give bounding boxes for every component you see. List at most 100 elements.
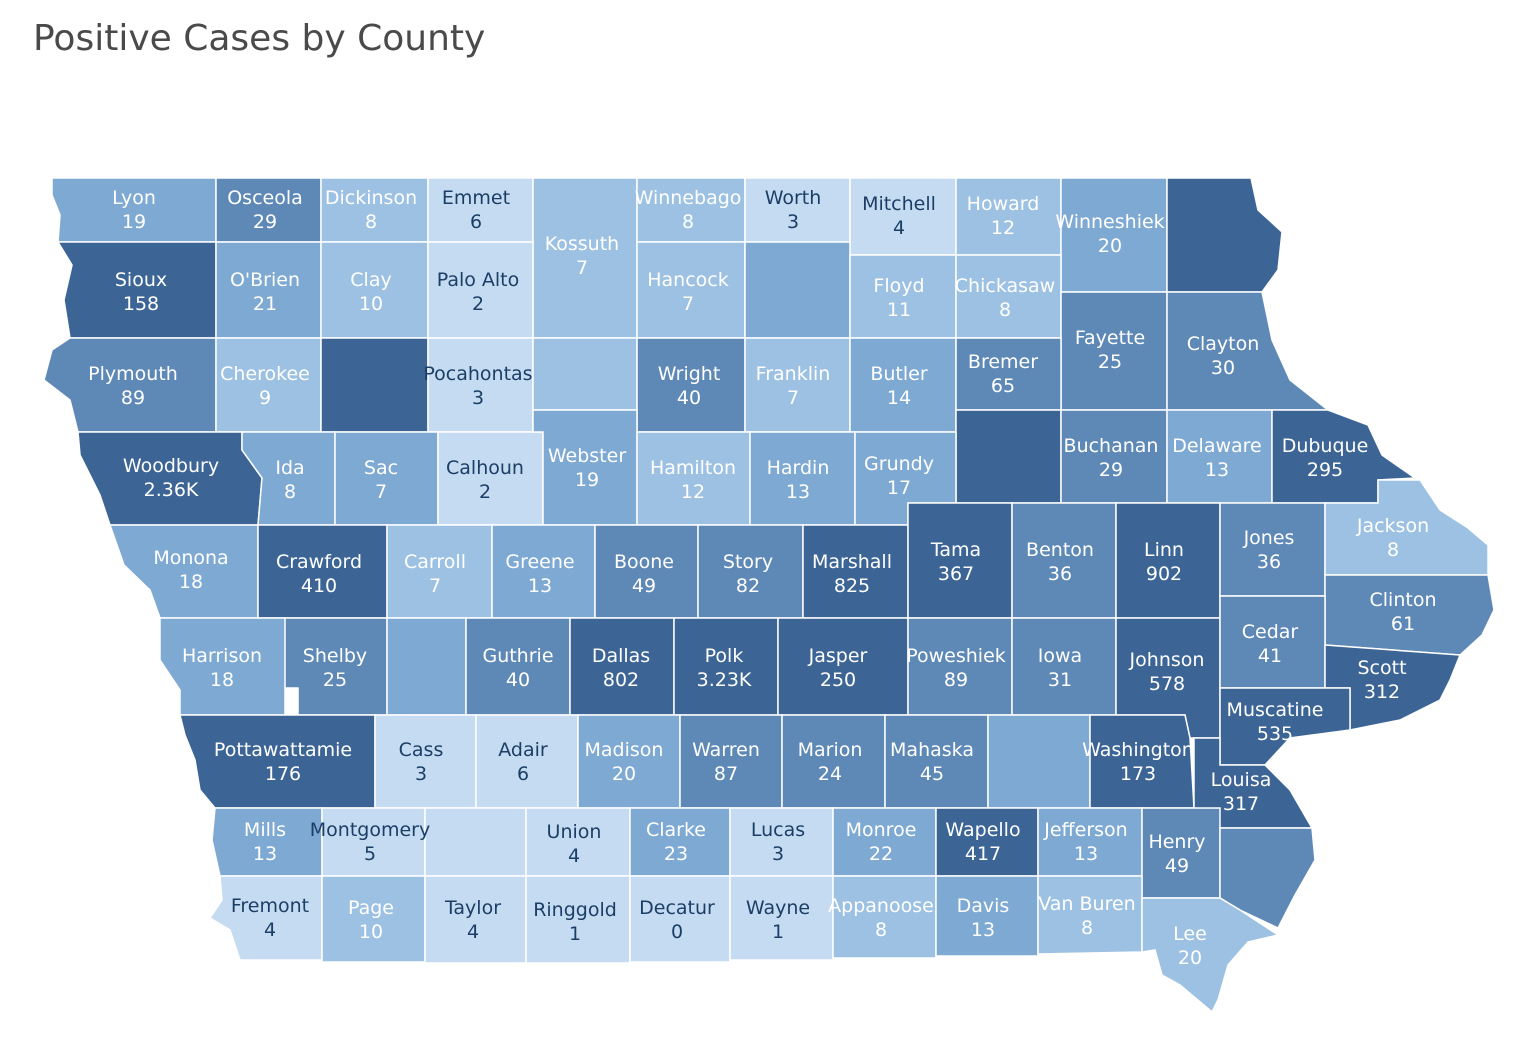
county-decatur[interactable] xyxy=(629,875,731,963)
county-name-fremont: Fremont xyxy=(231,895,309,917)
county-appanoose[interactable] xyxy=(832,875,937,959)
county-black-hawk[interactable] xyxy=(955,409,1062,504)
county-cass[interactable] xyxy=(374,714,477,809)
county-name-madison: Madison xyxy=(585,739,664,761)
county-marion[interactable] xyxy=(781,714,886,809)
county-cases-decatur: 0 xyxy=(671,921,683,943)
county-cases-floyd: 11 xyxy=(887,299,911,321)
county-fremont[interactable] xyxy=(208,875,323,961)
county-cases-o-brien: 21 xyxy=(253,293,277,315)
county-lee[interactable] xyxy=(1141,897,1280,1014)
county-cases-hardin: 13 xyxy=(786,481,810,503)
county-name-shelby: Shelby xyxy=(303,645,367,667)
county-cases-monroe: 22 xyxy=(869,843,893,865)
county-page[interactable] xyxy=(321,875,426,963)
county-name-polk: Polk xyxy=(705,645,744,667)
county-name-jasper: Jasper xyxy=(808,645,868,667)
county-cases-story: 82 xyxy=(736,575,760,597)
county-name-bremer: Bremer xyxy=(968,351,1038,373)
county-cases-grundy: 17 xyxy=(887,477,911,499)
county-cases-shelby: 25 xyxy=(323,669,347,691)
county-cases-monona: 18 xyxy=(179,571,203,593)
county-cases-sac: 7 xyxy=(375,481,387,503)
county-webster[interactable] xyxy=(532,409,638,526)
county-cases-madison: 20 xyxy=(612,763,636,785)
county-name-fayette: Fayette xyxy=(1075,327,1145,349)
county-name-crawford: Crawford xyxy=(276,551,362,573)
county-cases-franklin: 7 xyxy=(787,387,799,409)
county-name-ringgold: Ringgold xyxy=(533,899,617,921)
county-cases-johnson: 578 xyxy=(1149,673,1185,695)
county-mahaska[interactable] xyxy=(884,714,989,809)
county-cases-crawford: 410 xyxy=(301,575,337,597)
county-name-taylor: Taylor xyxy=(444,897,501,919)
county-cherokee[interactable] xyxy=(215,337,322,433)
county-pocahontas[interactable] xyxy=(427,337,534,433)
county-name-muscatine: Muscatine xyxy=(1227,699,1324,721)
county-name-adair: Adair xyxy=(498,739,548,761)
county-name-mitchell: Mitchell xyxy=(862,193,936,215)
county-cases-jasper: 250 xyxy=(820,669,856,691)
county-cases-marion: 24 xyxy=(818,763,842,785)
county-name-story: Story xyxy=(723,551,773,573)
county-cases-fayette: 25 xyxy=(1098,351,1122,373)
county-pottawattamie[interactable] xyxy=(179,714,376,809)
county-cases-henry: 49 xyxy=(1165,855,1189,877)
county-bremer[interactable] xyxy=(955,337,1062,411)
county-audubon[interactable] xyxy=(386,617,467,716)
county-name-dallas: Dallas xyxy=(592,645,650,667)
county-cases-clarke: 23 xyxy=(664,843,688,865)
county-adams[interactable] xyxy=(424,807,527,877)
county-wayne[interactable] xyxy=(729,875,834,961)
county-washington[interactable] xyxy=(1089,714,1195,809)
county-name-wapello: Wapello xyxy=(945,819,1020,841)
county-name-wayne: Wayne xyxy=(746,897,810,919)
county-name-monroe: Monroe xyxy=(846,819,917,841)
county-name-union: Union xyxy=(547,821,602,843)
county-adair[interactable] xyxy=(475,714,579,809)
county-name-johnson: Johnson xyxy=(1129,649,1205,671)
county-cases-hamilton: 12 xyxy=(681,481,705,503)
county-cases-sioux: 158 xyxy=(123,293,159,315)
county-cases-warren: 87 xyxy=(714,763,738,785)
county-name-louisa: Louisa xyxy=(1211,769,1272,791)
county-plymouth[interactable] xyxy=(43,337,217,433)
county-davis[interactable] xyxy=(935,875,1039,957)
county-van-buren[interactable] xyxy=(1037,875,1143,955)
county-taylor[interactable] xyxy=(424,875,527,964)
county-cases-cherokee: 9 xyxy=(259,387,271,409)
county-cases-dickinson: 8 xyxy=(365,211,377,233)
county-cases-butler: 14 xyxy=(887,387,911,409)
county-madison[interactable] xyxy=(577,714,681,809)
county-keokuk[interactable] xyxy=(987,714,1091,809)
county-name-clay: Clay xyxy=(350,269,391,291)
county-cases-greene: 13 xyxy=(528,575,552,597)
county-cases-hancock: 7 xyxy=(682,293,694,315)
county-butler[interactable] xyxy=(849,337,957,433)
county-allamakee[interactable] xyxy=(1166,177,1283,293)
county-name-washington: Washington xyxy=(1082,739,1194,761)
county-cases-tama: 367 xyxy=(938,563,974,585)
county-cases-wright: 40 xyxy=(677,387,701,409)
county-cases-jefferson: 13 xyxy=(1074,843,1098,865)
county-jones[interactable] xyxy=(1219,502,1326,597)
county-cases-osceola: 29 xyxy=(253,211,277,233)
county-name-wright: Wright xyxy=(658,363,721,385)
county-cases-davis: 13 xyxy=(971,919,995,941)
county-humboldt[interactable] xyxy=(532,337,638,411)
county-cerro-gordo[interactable] xyxy=(744,241,851,339)
county-buena-vista[interactable] xyxy=(320,337,429,433)
county-franklin[interactable] xyxy=(744,337,851,433)
county-cases-jackson: 8 xyxy=(1387,539,1399,561)
county-ringgold[interactable] xyxy=(525,875,631,964)
county-warren[interactable] xyxy=(679,714,783,809)
county-wright[interactable] xyxy=(636,337,746,433)
county-henry[interactable] xyxy=(1141,807,1221,899)
county-name-greene: Greene xyxy=(505,551,574,573)
county-name-winneshiek: Winneshiek xyxy=(1055,211,1164,233)
county-cases-washington: 173 xyxy=(1120,763,1156,785)
county-cases-ida: 8 xyxy=(284,481,296,503)
county-name-calhoun: Calhoun xyxy=(446,457,524,479)
county-cases-mahaska: 45 xyxy=(920,763,944,785)
